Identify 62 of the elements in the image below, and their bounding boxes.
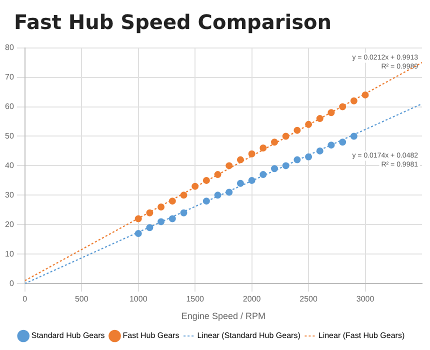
point: [362, 91, 369, 98]
y-tick-label: 70: [4, 72, 14, 82]
point: [236, 156, 244, 164]
x-tick-label: 2500: [300, 294, 318, 304]
point: [316, 115, 324, 122]
point: [305, 153, 312, 160]
x-axis-title: Engine Speed / RPM: [181, 311, 266, 322]
legend-label: Standard Hub Gears: [31, 331, 105, 340]
point: [134, 215, 142, 222]
y-tick-label: 30: [4, 190, 14, 200]
point: [248, 176, 256, 184]
point: [339, 138, 346, 146]
x-tick-label: 0: [22, 294, 28, 304]
y-tick-label: 20: [4, 220, 14, 229]
point: [202, 176, 210, 184]
y-tick-label: 50: [4, 131, 14, 140]
point: [294, 156, 301, 164]
point: [305, 120, 312, 128]
point: [248, 150, 256, 158]
point: [180, 209, 188, 216]
point: [282, 132, 290, 140]
point: [202, 198, 210, 205]
point: [316, 147, 324, 154]
point: [328, 142, 335, 149]
point: [339, 103, 346, 110]
point: [168, 215, 176, 222]
y-tick-label: 80: [4, 43, 14, 52]
point: [146, 209, 154, 216]
y-tick-label: 60: [4, 102, 14, 111]
y-tick-label: 0: [9, 278, 14, 288]
point: [168, 198, 176, 205]
x-tick-label: 3000: [356, 294, 375, 304]
x-tick-label: 500: [74, 294, 89, 304]
point: [236, 180, 244, 187]
y-tick-label: 40: [4, 160, 14, 170]
point: [158, 203, 165, 210]
x-tick-label: 1500: [186, 294, 205, 304]
legend-label: Linear (Standard Hub Gears): [197, 331, 301, 340]
point: [350, 97, 358, 104]
point: [328, 109, 335, 116]
y-tick-label: 10: [4, 249, 14, 258]
chart-title: Fast Hub Speed Comparison: [13, 9, 332, 36]
x-tick-label: 2000: [242, 294, 262, 304]
point: [226, 188, 233, 196]
point: [294, 126, 301, 134]
point: [350, 132, 358, 140]
point: [260, 144, 267, 152]
point: [134, 230, 142, 237]
point: [282, 162, 290, 170]
point: [271, 138, 278, 146]
point: [158, 218, 165, 226]
legend-label: Fast Hub Gears: [122, 331, 180, 340]
x-tick-label: 1000: [129, 294, 148, 304]
point: [214, 192, 222, 199]
point: [214, 171, 222, 178]
legend-label: Linear (Fast Hub Gears): [318, 331, 405, 340]
point: [260, 171, 267, 178]
point: [226, 162, 233, 170]
point: [192, 182, 199, 190]
point: [146, 224, 154, 232]
point: [271, 165, 278, 172]
point: [180, 192, 188, 199]
